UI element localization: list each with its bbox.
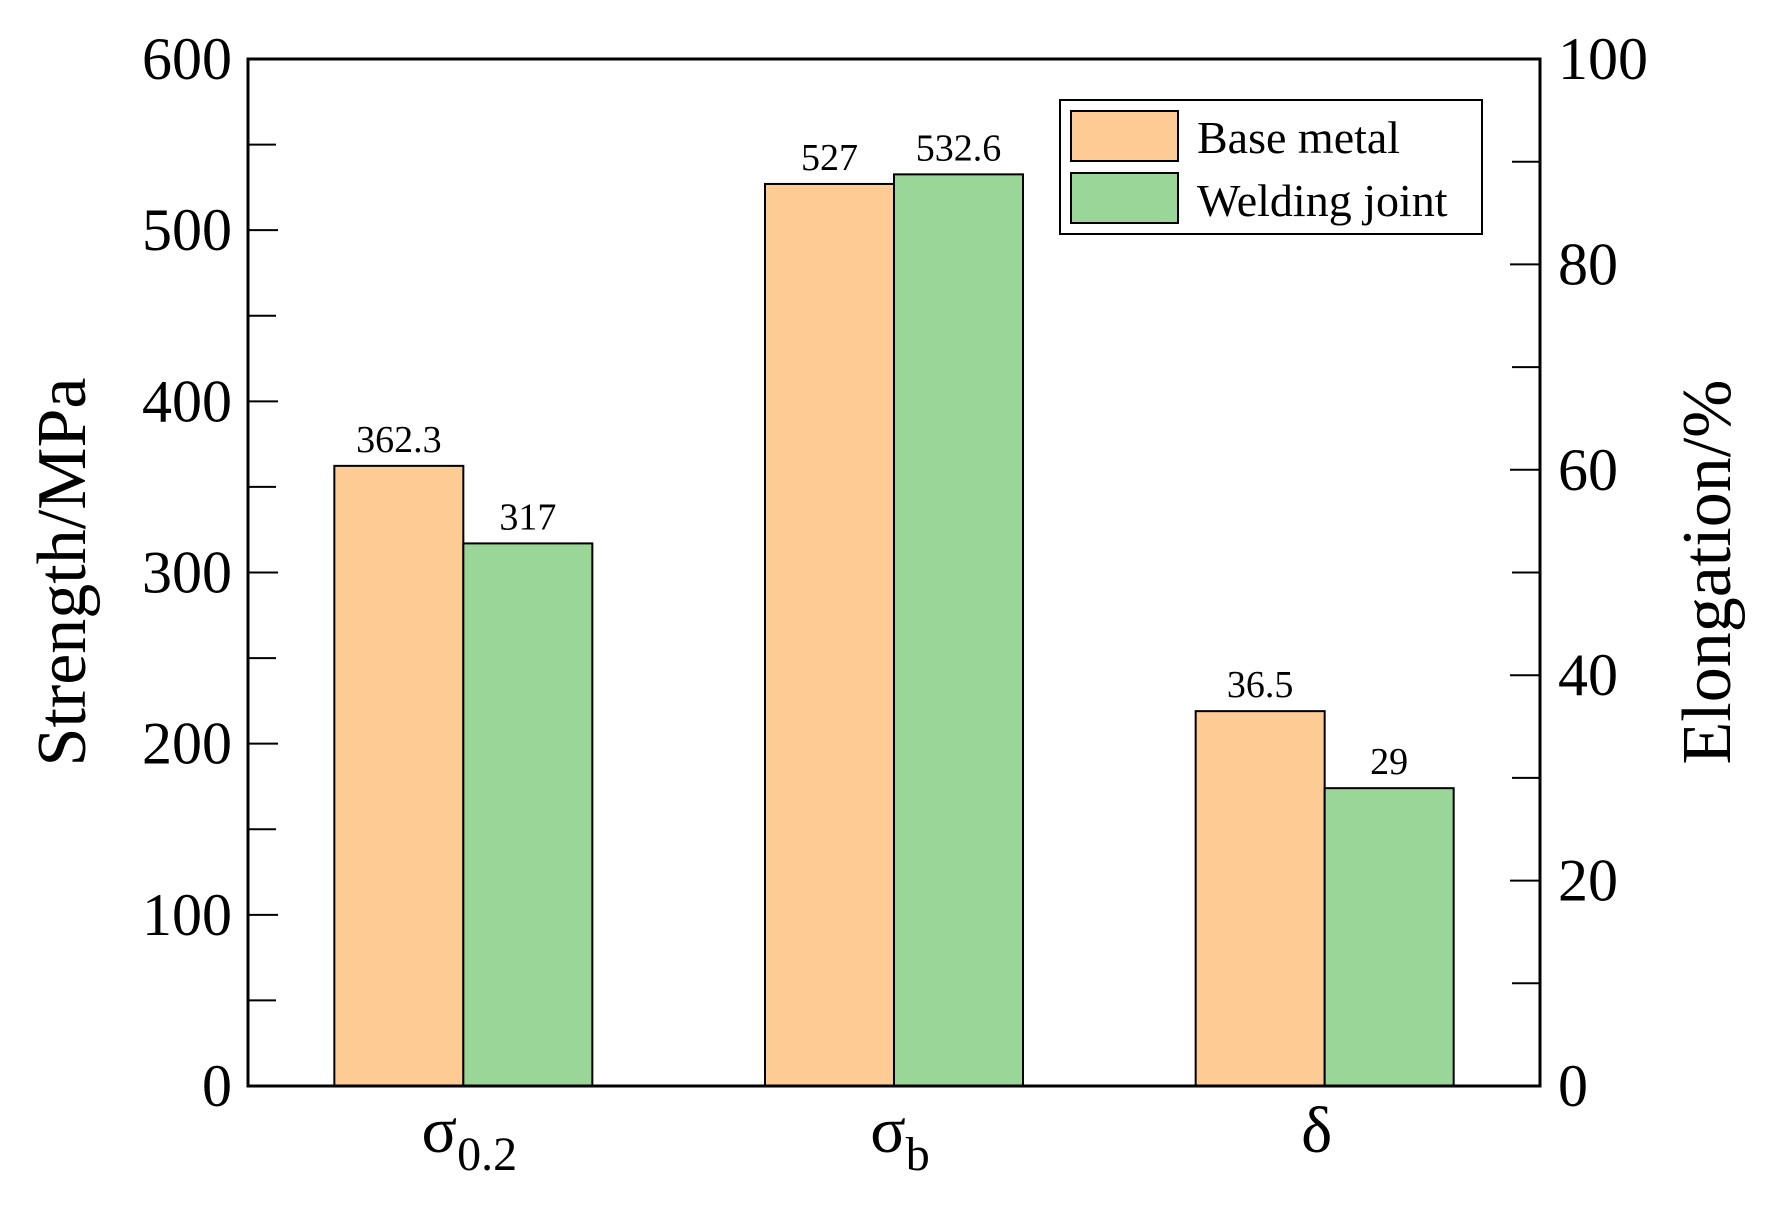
data-label-welding-joint-1: 532.6 (916, 127, 1002, 169)
y2-tick-label-60: 60 (1558, 437, 1618, 503)
y-tick-label-300: 300 (142, 540, 232, 606)
bar-base-metal-1 (764, 182, 895, 1087)
y-tick-label-400: 400 (142, 368, 232, 434)
category-label-1: σb (870, 1094, 930, 1181)
y2-axis-title: Elongation/% (1669, 380, 1746, 765)
bar-welding-joint-0 (462, 542, 594, 1087)
y-tick-label-0: 0 (202, 1053, 232, 1119)
legend-swatch-base-metal (1070, 110, 1179, 162)
y-axis-title: Strength/MPa (24, 378, 101, 767)
bars-group (333, 173, 1455, 1088)
right-axis: 0 20 40 60 80 100 (1510, 26, 1648, 1119)
y2-tick-label-20: 20 (1558, 848, 1618, 914)
value-labels-group: 362.3 317 527 532.6 36.5 29 (356, 127, 1408, 783)
left-axis: 0 100 200 300 400 500 600 (142, 26, 278, 1119)
data-label-base-metal-2: 36.5 (1227, 664, 1294, 706)
y2-tick-label-80: 80 (1558, 231, 1618, 297)
data-label-welding-joint-2: 29 (1370, 741, 1408, 783)
y-tick-label-200: 200 (142, 711, 232, 777)
y2-tick-label-40: 40 (1558, 642, 1618, 708)
bar-welding-joint-2 (1323, 787, 1455, 1087)
category-label-2: δ (1301, 1094, 1332, 1167)
y-tick-label-600: 600 (142, 26, 232, 92)
legend: Base metal Welding joint (1059, 99, 1483, 235)
data-label-welding-joint-0: 317 (499, 496, 556, 538)
y-tick-label-500: 500 (142, 197, 232, 263)
legend-label-welding-joint: Welding joint (1197, 175, 1448, 226)
data-label-base-metal-0: 362.3 (356, 419, 442, 461)
data-label-base-metal-1: 527 (801, 137, 858, 179)
y-tick-label-100: 100 (142, 882, 232, 948)
bar-welding-joint-1 (893, 173, 1024, 1087)
category-label-0: σ0.2 (422, 1094, 518, 1181)
y2-tick-label-0: 0 (1558, 1053, 1588, 1119)
legend-swatch-welding-joint (1070, 172, 1179, 224)
bar-base-metal-0 (333, 464, 465, 1087)
x-axis-categories: σ0.2 σb δ (422, 1094, 1333, 1181)
bar-base-metal-2 (1194, 710, 1326, 1088)
legend-label-base-metal: Base metal (1197, 112, 1400, 163)
y2-tick-label-100: 100 (1558, 26, 1648, 92)
